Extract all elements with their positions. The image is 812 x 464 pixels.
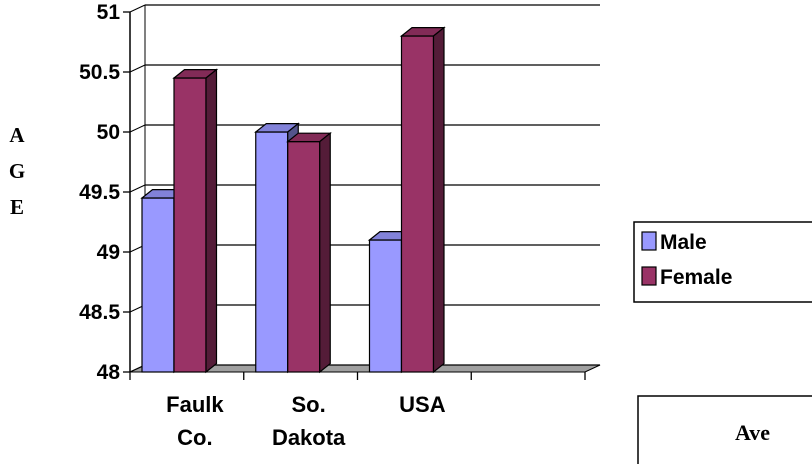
y-tick-label: 50.5 <box>79 61 120 84</box>
y-tick-label: 51 <box>97 1 121 24</box>
y-tick-label: 48 <box>97 361 121 384</box>
y-axis-label-letter: A <box>9 123 25 147</box>
legend-swatch-male <box>641 231 657 251</box>
category-label: So. <box>292 392 326 417</box>
y-tick-labels: 48 48.5 49 49.5 50 50.5 51 <box>79 1 120 384</box>
bar-female-2 <box>399 26 446 374</box>
legend-label-male: Male <box>660 231 707 254</box>
category-label: Dakota <box>272 425 346 450</box>
y-tick-label: 49.5 <box>79 181 120 204</box>
bar-female-1 <box>286 131 332 374</box>
legend-swatch-female <box>641 266 657 286</box>
caption-box: Ave <box>637 395 812 464</box>
category-label: USA <box>399 392 446 417</box>
y-axis-label-letter: E <box>10 195 24 219</box>
gridline-depth <box>129 4 146 13</box>
gridline-depth <box>129 184 146 193</box>
legend-box <box>633 221 812 303</box>
legend: Male Female <box>633 221 812 303</box>
y-tick-label: 50 <box>97 121 120 144</box>
bar-female-0 <box>172 68 219 374</box>
category-label: Co. <box>177 425 212 450</box>
gridline-depth <box>129 124 146 133</box>
caption-text: Ave <box>735 420 770 445</box>
legend-label-female: Female <box>660 266 732 289</box>
y-axis-label-letter: G <box>9 159 25 183</box>
category-label: Faulk <box>166 392 224 417</box>
y-tick-label: 49 <box>97 241 120 264</box>
caption-frame <box>637 395 812 464</box>
gridline-depth <box>129 64 146 73</box>
y-tick-label: 48.5 <box>79 301 120 324</box>
bars <box>140 26 446 374</box>
y-axis-label: AGE <box>9 123 26 219</box>
category-labels: Faulk Co. So. Dakota USA <box>166 392 446 450</box>
